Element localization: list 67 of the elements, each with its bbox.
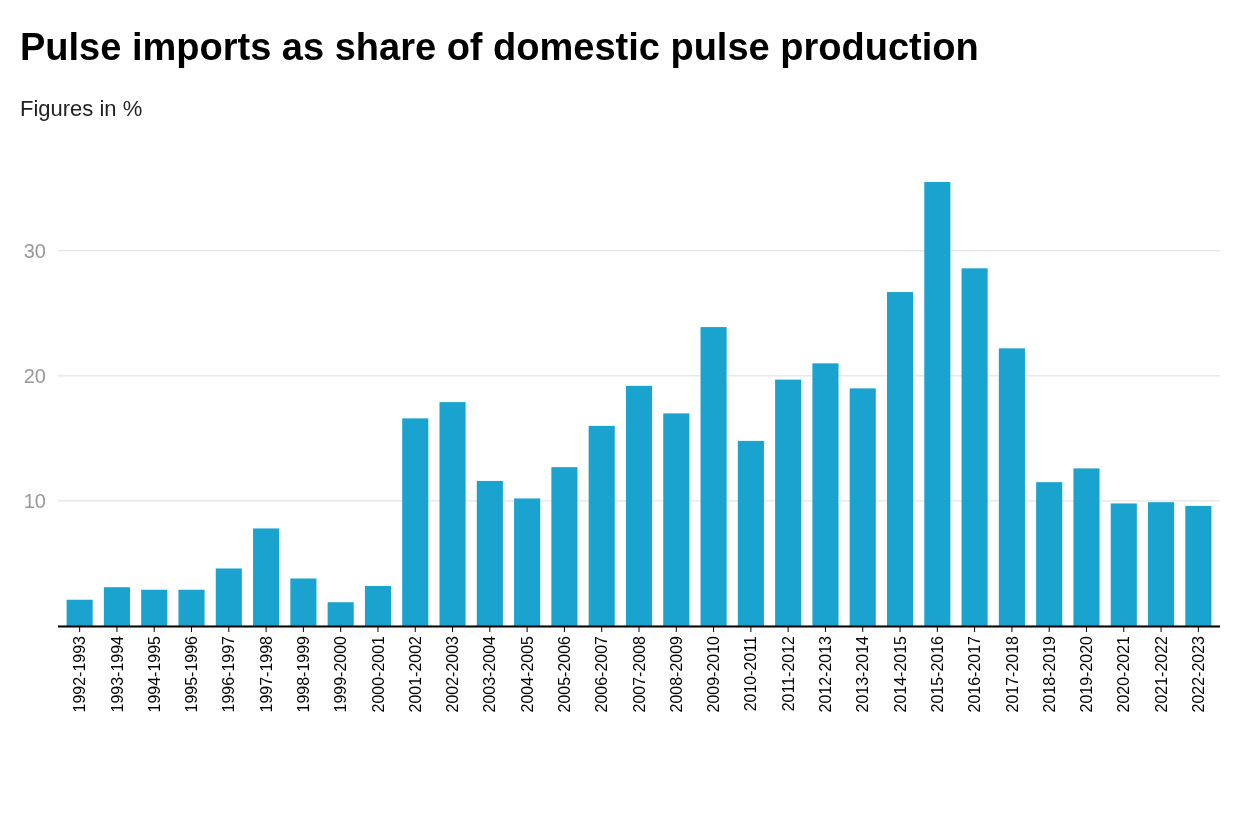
x-tick-label: 1995-1996	[183, 635, 201, 713]
bar	[588, 425, 615, 626]
x-tick-label: 2003-2004	[481, 635, 499, 713]
bar	[551, 467, 578, 626]
bar	[812, 363, 839, 626]
bar	[141, 589, 168, 626]
bar	[402, 418, 429, 626]
x-tick-label: 2018-2019	[1040, 635, 1058, 713]
x-tick-label: 2012-2013	[817, 635, 835, 713]
x-tick-label: 2015-2016	[928, 635, 946, 713]
x-tick-label: 2006-2007	[593, 635, 611, 713]
bar	[476, 480, 503, 626]
x-tick-label: 2017-2018	[1003, 635, 1021, 713]
bar	[439, 402, 466, 626]
chart-title: Pulse imports as share of domestic pulse production	[20, 26, 979, 68]
bar	[66, 599, 93, 626]
x-tick-label: 2016-2017	[966, 635, 984, 713]
x-tick-label: 1998-1999	[294, 635, 312, 713]
bar	[1073, 468, 1100, 626]
x-tick-label: 2004-2005	[518, 635, 536, 713]
bar	[215, 568, 242, 626]
bar	[364, 585, 392, 626]
x-tick-label: 2022-2023	[1189, 635, 1207, 713]
x-tick-label: 2011-2012	[779, 635, 797, 712]
bar	[1185, 505, 1212, 626]
x-tick-label: 1999-2000	[332, 635, 350, 713]
bar	[775, 379, 802, 626]
x-tick-label: 2019-2020	[1078, 635, 1096, 713]
x-tick-label: 1997-1998	[257, 635, 275, 713]
x-tick-label: 2010-2011	[742, 635, 760, 712]
bar	[1110, 503, 1137, 626]
bar	[886, 292, 914, 626]
bar	[103, 587, 130, 626]
y-tick-label: 30	[23, 239, 46, 262]
bar	[1148, 502, 1175, 626]
x-tick-label: 2013-2014	[854, 635, 872, 713]
x-tick-label: 2014-2015	[891, 635, 909, 713]
bar	[290, 578, 317, 626]
bar	[700, 327, 727, 626]
bar	[625, 385, 653, 626]
x-tick-label: 2009-2010	[705, 635, 723, 713]
y-tick-label: 20	[23, 364, 46, 387]
x-tick-label: 2002-2003	[444, 635, 462, 713]
bar	[961, 268, 988, 626]
x-tick-label: 2005-2006	[556, 635, 574, 713]
x-tick-label: 2008-2009	[667, 635, 685, 713]
x-tick-label: 1993-1994	[108, 635, 126, 713]
x-tick-label: 1994-1995	[145, 635, 163, 713]
chart-subtitle: Figures in %	[20, 96, 143, 121]
y-tick-label: 10	[23, 489, 46, 512]
x-tick-label: 2000-2001	[369, 635, 387, 713]
bar	[514, 498, 541, 626]
x-tick-label: 2020-2021	[1115, 635, 1133, 713]
bar	[178, 589, 205, 626]
x-tick-label: 1992-1993	[71, 635, 89, 713]
x-tick-label: 2001-2002	[406, 635, 424, 713]
bar	[849, 388, 876, 626]
x-tick-label: 2021-2022	[1152, 635, 1170, 713]
bar	[663, 413, 690, 626]
bar	[924, 182, 951, 626]
bar	[737, 440, 764, 626]
x-tick-label: 2007-2008	[630, 635, 648, 713]
bar	[327, 602, 354, 626]
bar	[1036, 482, 1063, 626]
bar	[253, 528, 280, 626]
x-tick-label: 1996-1997	[220, 635, 238, 713]
bar	[998, 348, 1025, 626]
